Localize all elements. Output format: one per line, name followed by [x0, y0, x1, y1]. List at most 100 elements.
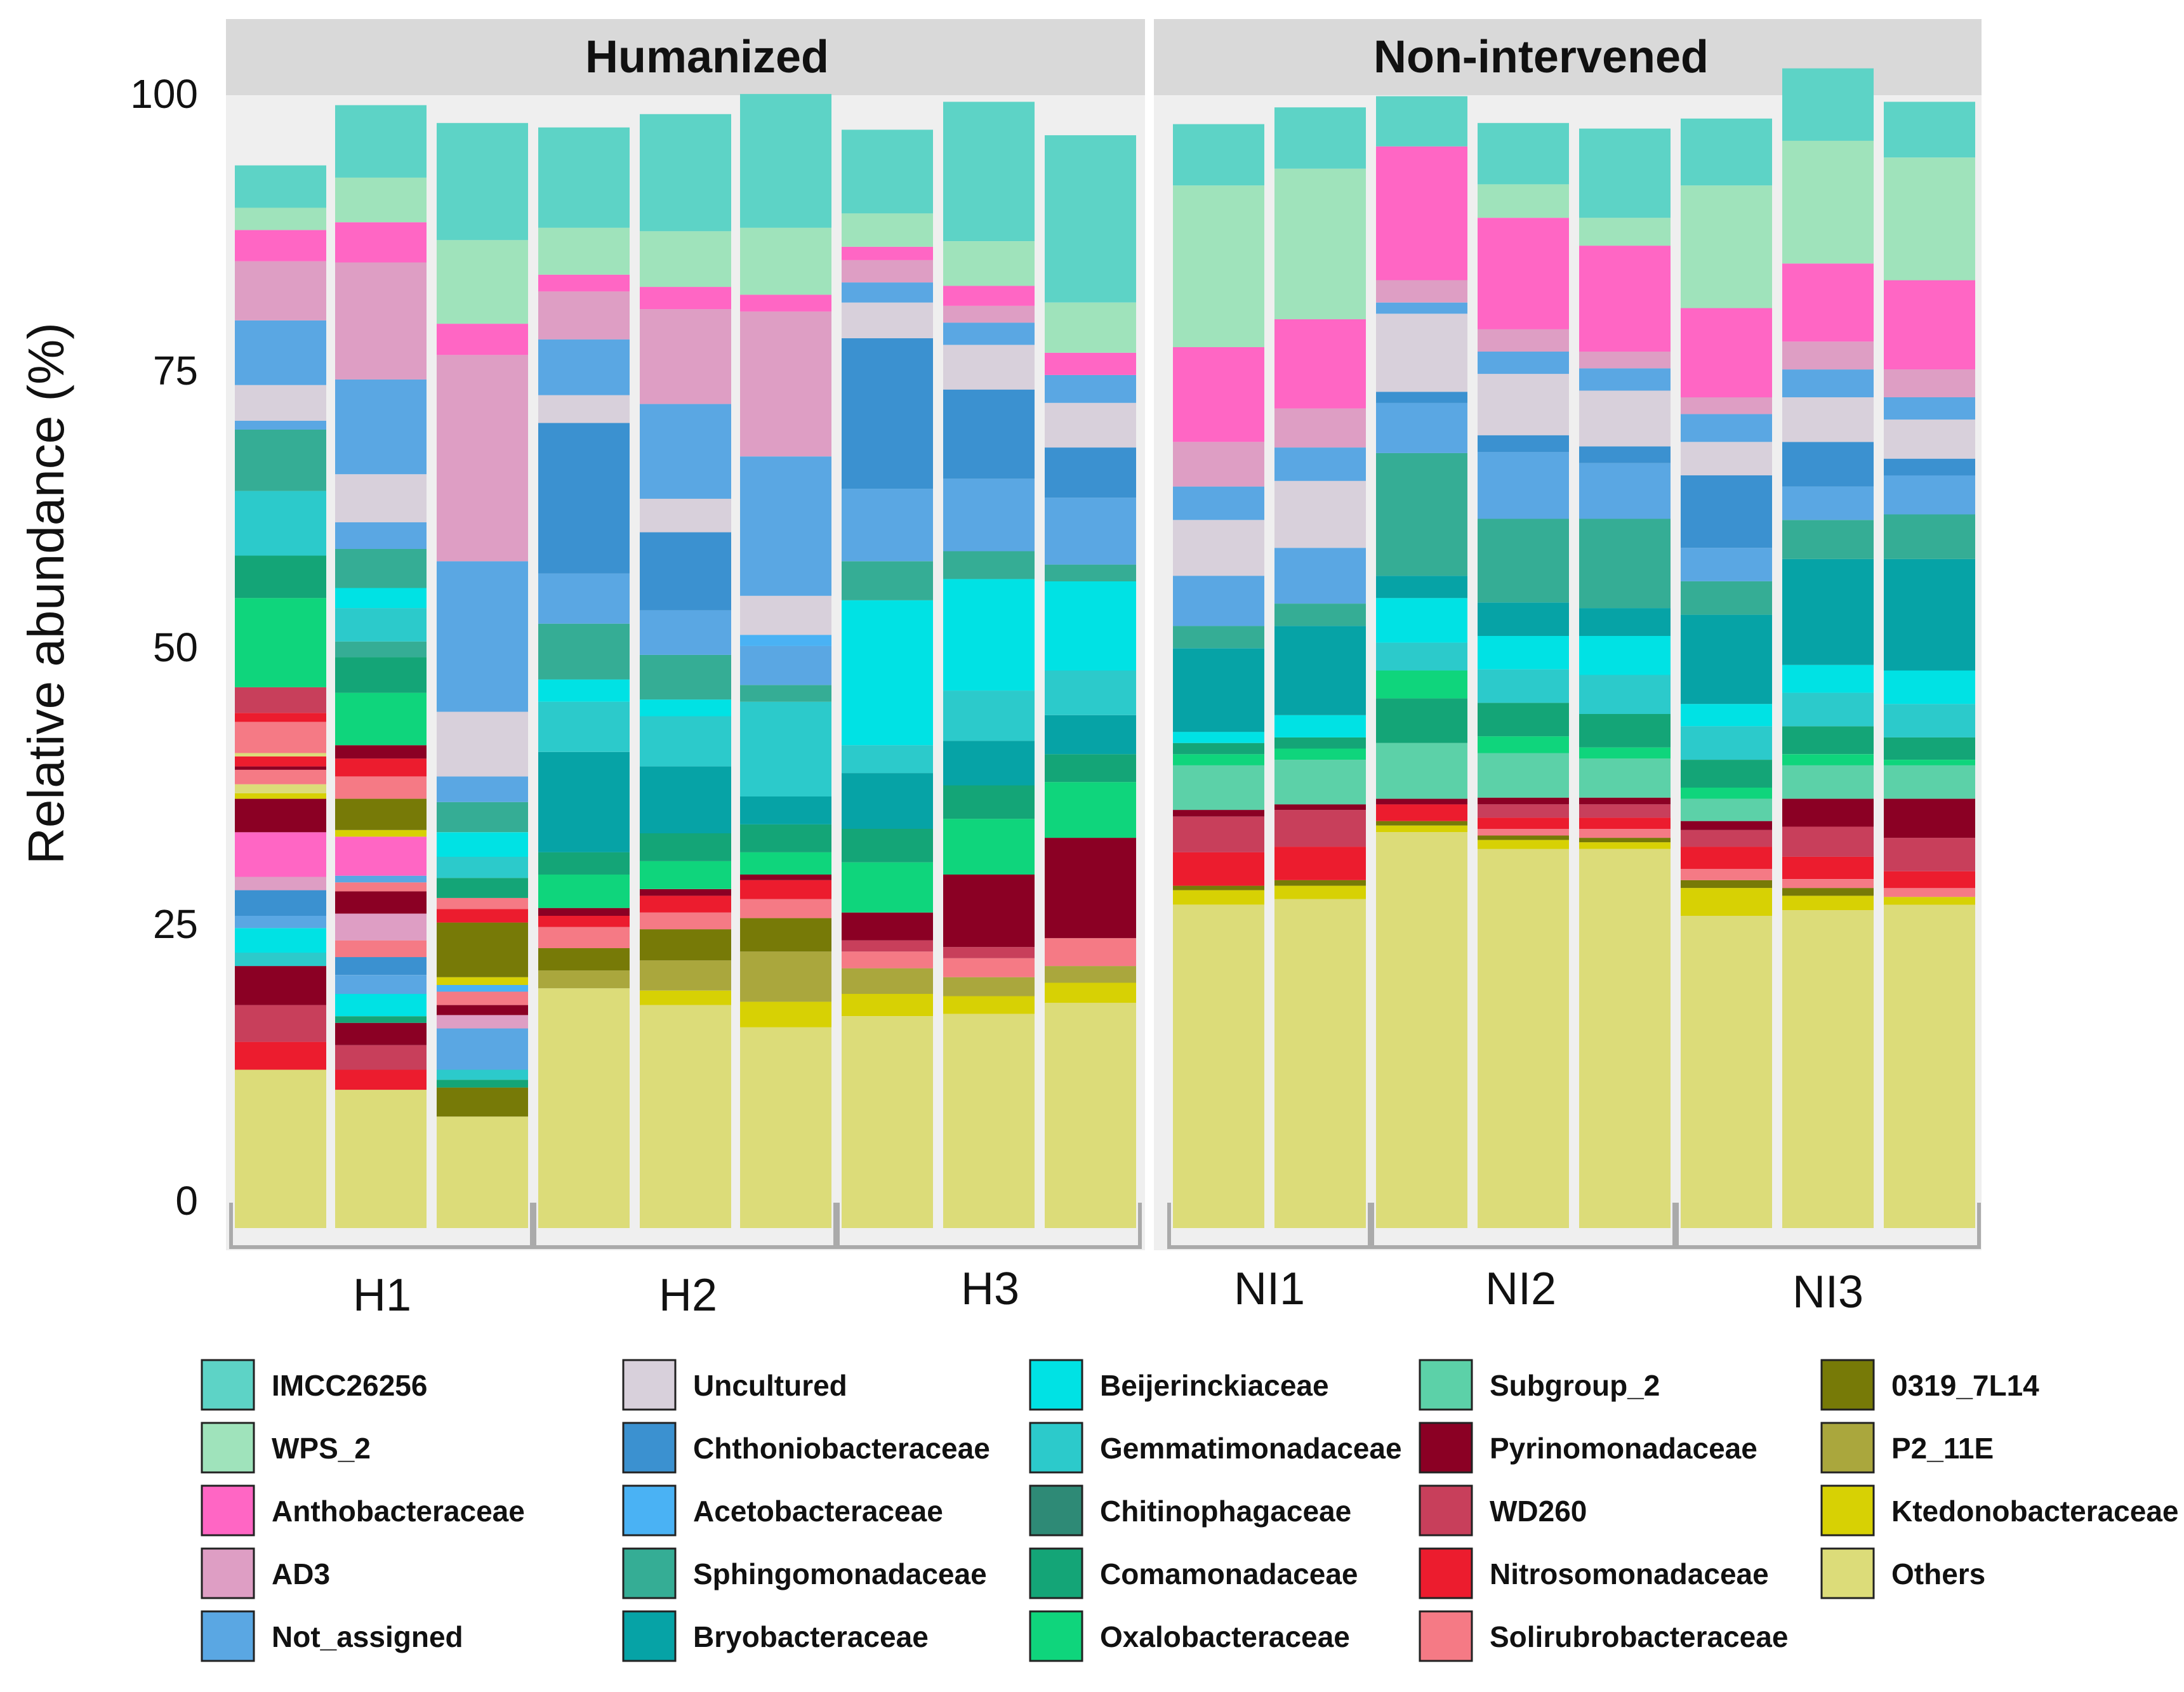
bar-segment-ad3 — [1173, 442, 1264, 487]
bar-segment-wd260 — [1884, 838, 1975, 871]
bar-segment-others — [235, 1069, 326, 1228]
bar-segment-pyrinomonadaceae — [1173, 810, 1264, 817]
bar-segment-p2-11e — [1045, 966, 1136, 983]
bar-segment-sphingomonadaceae — [740, 685, 831, 702]
bar-segment-comamonadaceae — [1173, 743, 1264, 755]
legend-swatch — [1820, 1484, 1875, 1537]
bar-segment-oxalobacteraceae — [943, 819, 1035, 875]
legend-swatch — [622, 1359, 677, 1411]
legend-label: Anthobacteraceae — [272, 1495, 525, 1528]
bar-segment-acetobacteraceae — [740, 635, 831, 646]
bar-segment-ad3 — [235, 876, 326, 890]
bar-segment-wps-2 — [842, 213, 933, 247]
bar-segment-pyrinomonadaceae — [1681, 821, 1772, 830]
bar-segment-solirubrobacteraceae — [1681, 869, 1772, 880]
legend-swatch — [201, 1422, 255, 1474]
bar-segment-imcc26256 — [1274, 107, 1366, 169]
bar-h2-3 — [740, 94, 831, 1228]
bar-segment-oxalobacteraceae — [1173, 754, 1264, 765]
bar-h3-1 — [842, 129, 933, 1228]
bar-segment-comamonadaceae — [437, 1080, 528, 1088]
bar-segment-nitrosomonadaceae — [1376, 804, 1467, 821]
bar-segment-not-assigned — [1478, 452, 1569, 519]
bar-h2-2 — [640, 114, 731, 1228]
legend-label: Solirubrobacteraceae — [1490, 1620, 1788, 1653]
bar-segment-not-assigned — [943, 322, 1035, 345]
legend-swatch — [1029, 1484, 1083, 1537]
bar-segment-nitrosomonadaceae — [1478, 817, 1569, 829]
y-tick-label: 100 — [130, 71, 198, 117]
bar-segment-beijerinckiaceae — [1681, 704, 1772, 727]
bar-segment-solirubrobacteraceae — [1782, 879, 1874, 889]
bars-layer — [235, 68, 1975, 1228]
bar-segment-bryobacteraceae — [1884, 558, 1975, 671]
bar-segment-not-assigned — [235, 420, 326, 430]
bar-segment-imcc26256 — [335, 105, 427, 178]
bar-segment-bryobacteraceae — [842, 773, 933, 829]
bar-segment-ad3 — [335, 913, 427, 941]
bar-segment-pyrinomonadaceae — [235, 766, 326, 770]
bar-segment-imcc26256 — [1478, 122, 1569, 185]
bar-segment-comamonadaceae — [335, 657, 427, 693]
bar-segment-ktedonobacteraceae — [335, 829, 427, 837]
legend-swatch — [1419, 1484, 1473, 1537]
group-label-h2: H2 — [659, 1270, 717, 1321]
bar-segment-others — [1681, 916, 1772, 1228]
bar-segment-bryobacteraceae — [1681, 614, 1772, 704]
legend-swatch — [1419, 1359, 1473, 1411]
bar-segment-oxalobacteraceae — [640, 861, 731, 889]
bar-segment-chthoniobacteraceae — [235, 890, 326, 916]
bar-segment-ktedonobacteraceae — [1579, 842, 1671, 849]
bar-segment-uncultured — [640, 498, 731, 532]
bar-segment-p2-11e — [640, 960, 731, 991]
bar-segment-pyrinomonadaceae — [235, 798, 326, 833]
legend-swatch — [622, 1547, 677, 1599]
bar-segment-others — [1782, 910, 1874, 1228]
legend-swatch — [1029, 1610, 1083, 1662]
bar-segment-0319-7l14 — [437, 922, 528, 977]
bar-segment-ad3 — [1478, 329, 1569, 352]
bar-segment-sphingomonadaceae — [1478, 519, 1569, 603]
bar-segment-gemmatimonadaceae — [1045, 670, 1136, 715]
bar-segment-imcc26256 — [1579, 128, 1671, 218]
bar-segment-beijerinckiaceae — [335, 588, 427, 609]
bar-segment-nitrosomonadaceae — [1681, 847, 1772, 869]
bar-segment-not-assigned — [842, 282, 933, 303]
bar-segment-oxalobacteraceae — [335, 692, 427, 746]
bar-segment-0319-7l14 — [740, 918, 831, 952]
bar-segment-0319-7l14 — [538, 948, 630, 971]
bar-segment-solirubrobacteraceae — [842, 951, 933, 968]
bar-segment-not-assigned — [1173, 486, 1264, 520]
legend-label: Pyrinomonadaceae — [1490, 1432, 1757, 1465]
bar-segment-0319-7l14 — [1681, 880, 1772, 889]
bar-segment-wps-2 — [1478, 184, 1569, 218]
legend-label: Sphingomonadaceae — [693, 1557, 987, 1590]
bar-segment-wps-2 — [335, 177, 427, 223]
bar-segment-comamonadaceae — [538, 852, 630, 875]
bar-segment-ktedonobacteraceae — [1274, 885, 1366, 899]
bar-h1-2 — [335, 105, 427, 1228]
bar-segment-ktedonobacteraceae — [1376, 825, 1467, 833]
bar-segment-chthoniobacteraceae — [1478, 435, 1569, 453]
bar-segment-not-assigned — [1884, 475, 1975, 515]
bar-segment-ktedonobacteraceae — [842, 994, 933, 1017]
bar-segment-sphingomonadaceae — [1274, 604, 1366, 626]
bar-segment-imcc26256 — [1884, 102, 1975, 158]
bar-segment-anthobacteraceae — [1884, 280, 1975, 370]
bar-segment-chthoniobacteraceae — [1782, 442, 1874, 487]
bar-segment-not-assigned — [335, 975, 427, 995]
bar-segment-not-assigned — [943, 479, 1035, 552]
bar-segment-not-assigned — [1782, 486, 1874, 520]
bar-segment-ktedonobacteraceae — [640, 990, 731, 1005]
group-bracket — [1675, 1203, 1981, 1249]
bar-h3-2 — [943, 102, 1035, 1228]
bar-segment-wps-2 — [1045, 302, 1136, 353]
bar-segment-sphingomonadaceae — [335, 549, 427, 588]
legend-swatch — [1029, 1422, 1083, 1474]
bar-segment-wd260 — [1478, 804, 1569, 818]
bar-segment-pyrinomonadaceae — [943, 875, 1035, 948]
bar-segment-anthobacteraceae — [235, 230, 326, 261]
bar-segment-subgroup-2 — [1884, 765, 1975, 799]
legend-label: P2_11E — [1891, 1432, 1994, 1465]
bar-segment-others — [1376, 832, 1467, 1228]
